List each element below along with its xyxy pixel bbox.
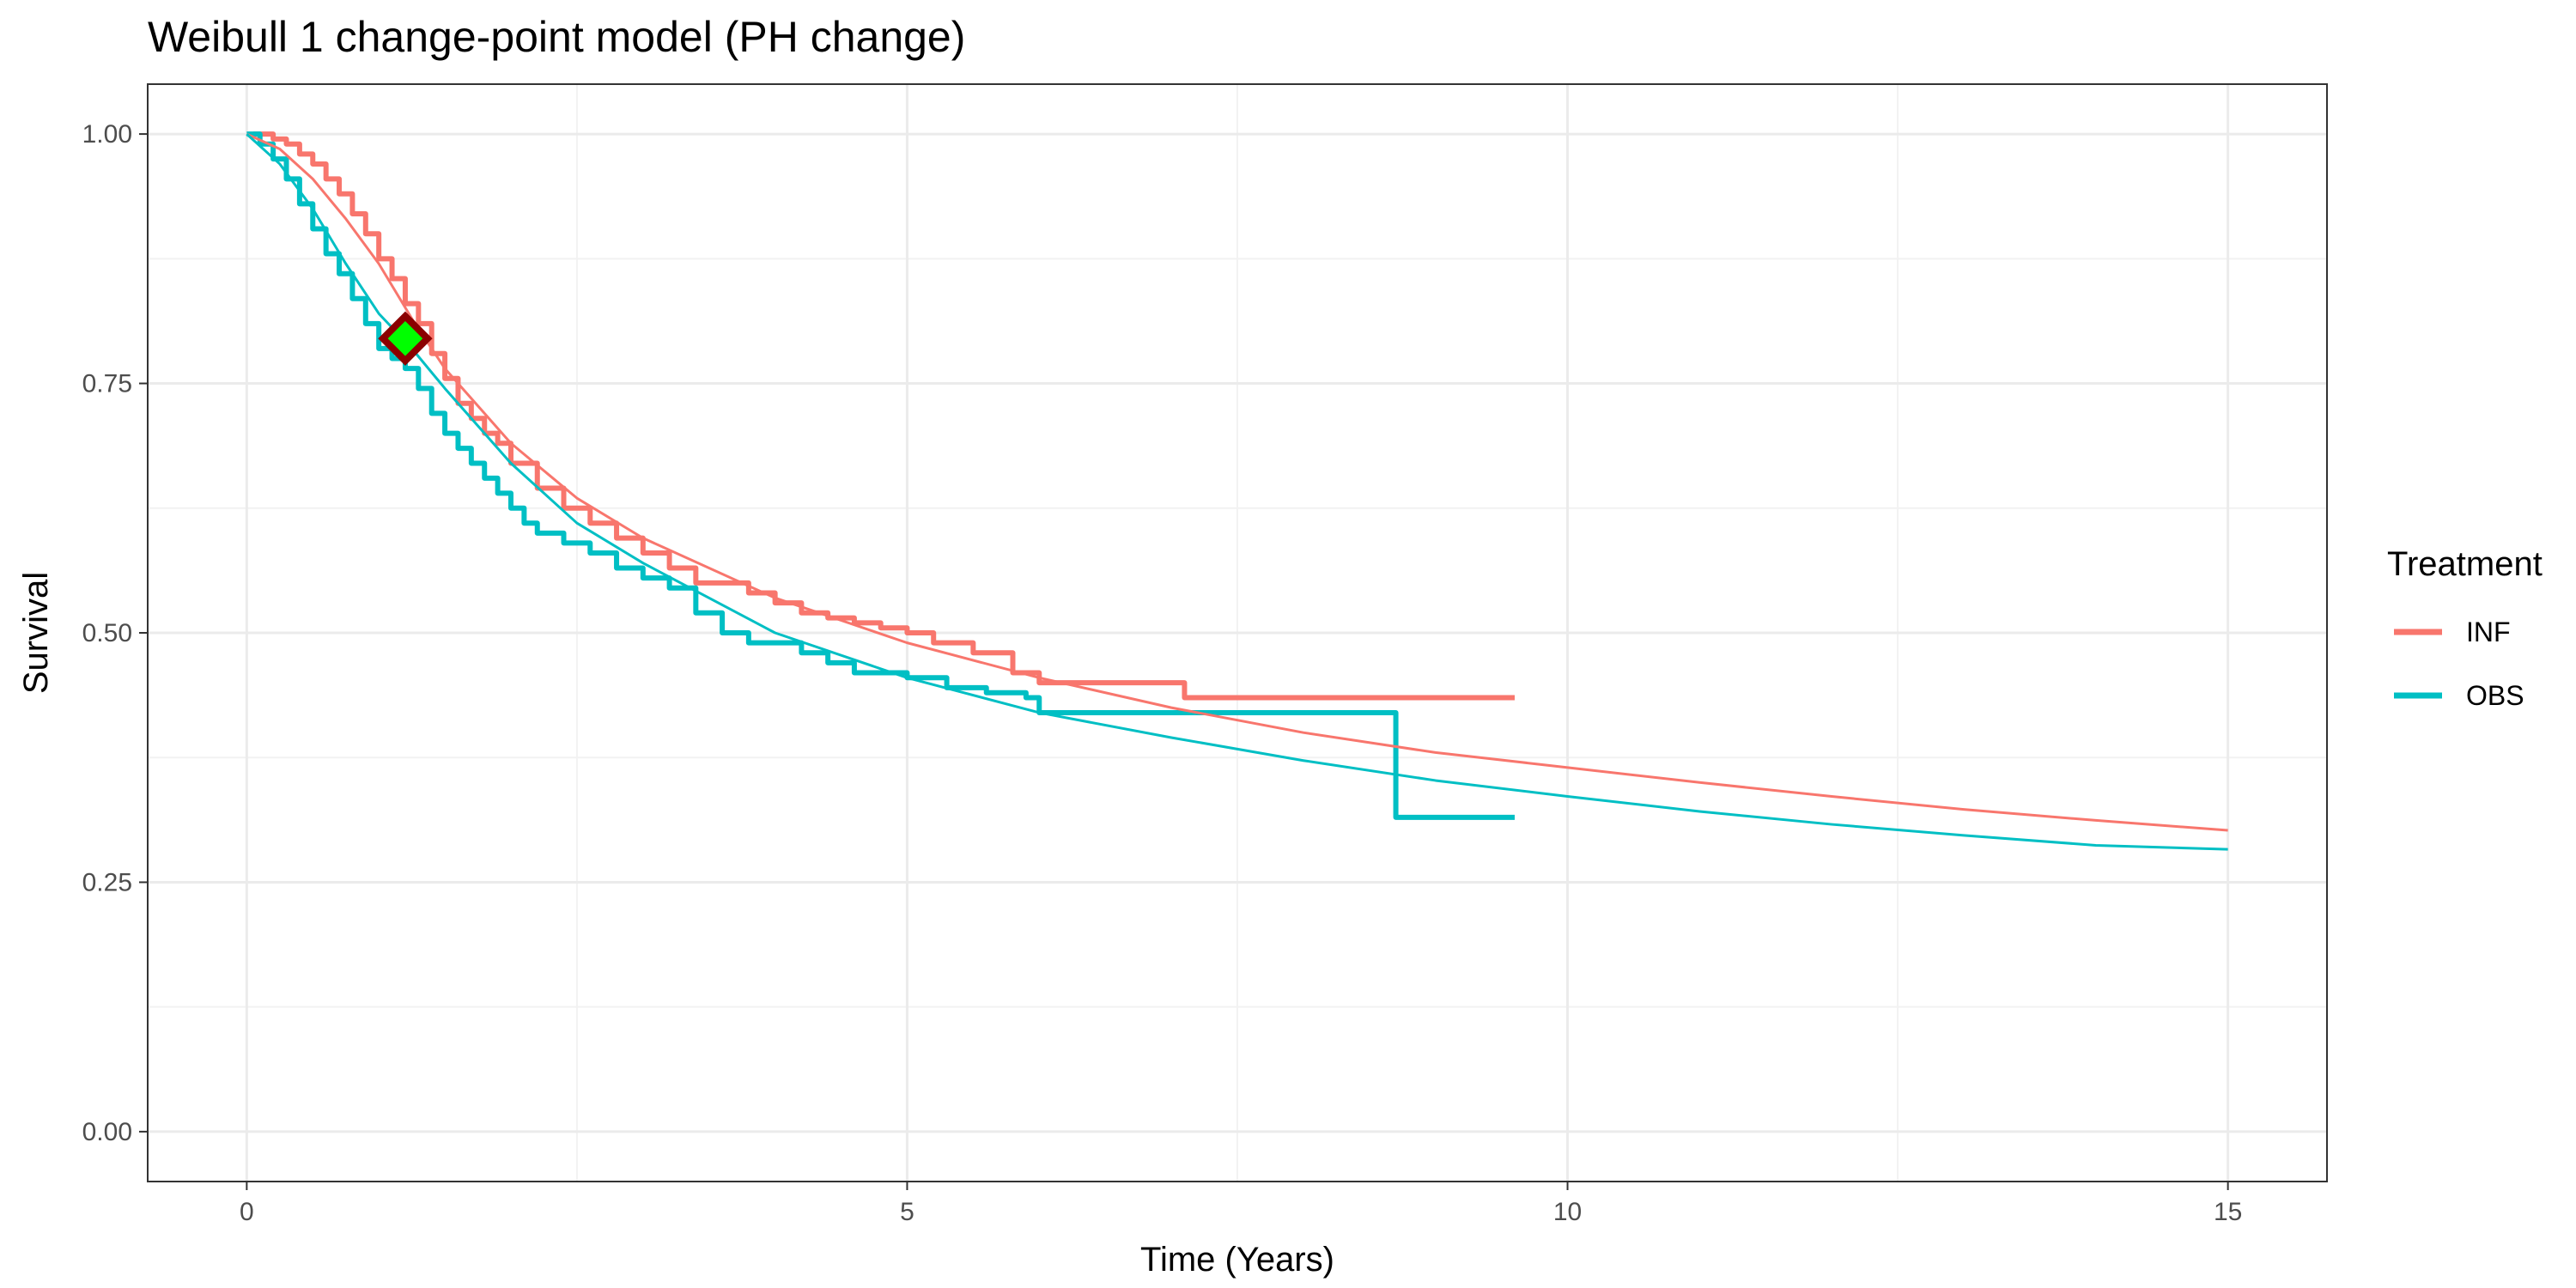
y-tick-label: 0.25 [82, 868, 132, 896]
legend-label-inf: INF [2466, 617, 2511, 647]
annotation-layer [378, 311, 433, 366]
x-tick-label: 5 [900, 1198, 914, 1226]
x-tick-label: 15 [2214, 1198, 2242, 1226]
series-inf-fitted [246, 132, 2228, 832]
y-axis-title: Survival [17, 572, 55, 694]
y-tick-label: 0.00 [82, 1118, 132, 1146]
axes: 0 5 10 15 0.00 0.25 0.50 0.75 1.00 [82, 120, 2243, 1226]
x-tick-label: 10 [1553, 1198, 1582, 1226]
legend: Treatment INF OBS [2387, 545, 2543, 711]
legend-label-obs: OBS [2466, 680, 2524, 711]
y-tick-label: 0.75 [82, 370, 132, 398]
y-tick-label: 1.00 [82, 120, 132, 149]
grid-lines [148, 84, 2327, 1182]
y-tick-label: 0.50 [82, 619, 132, 647]
x-axis-title: Time (Years) [1140, 1241, 1334, 1279]
legend-title: Treatment [2387, 545, 2543, 583]
change-point-marker [378, 311, 433, 366]
series-layer [246, 131, 2228, 851]
series-obs-fitted [246, 132, 2228, 851]
x-tick-label: 0 [240, 1198, 254, 1226]
chart-title: Weibull 1 change-point model (PH change) [148, 13, 965, 61]
